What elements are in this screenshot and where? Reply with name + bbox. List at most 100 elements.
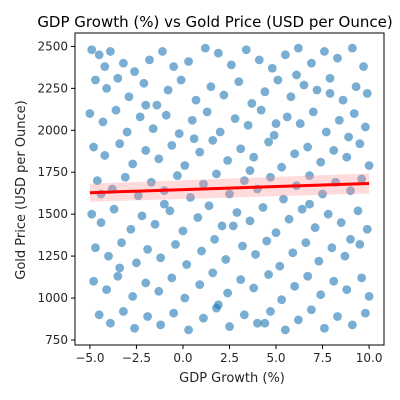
data-point xyxy=(115,263,125,273)
y-axis-label: Gold Price (USD per Ounce) xyxy=(14,100,29,280)
data-point xyxy=(213,300,223,310)
data-point xyxy=(143,312,153,321)
data-point xyxy=(329,276,339,286)
data-point xyxy=(113,73,123,83)
data-point xyxy=(312,85,322,95)
data-point xyxy=(154,154,164,164)
data-point xyxy=(355,139,365,149)
data-point xyxy=(119,307,128,316)
data-point xyxy=(105,47,115,56)
data-point xyxy=(169,308,179,318)
data-point xyxy=(208,135,218,145)
data-point xyxy=(126,224,136,234)
data-point xyxy=(91,243,100,253)
data-point xyxy=(176,75,186,85)
data-point xyxy=(210,234,220,244)
data-point xyxy=(251,250,260,259)
data-point xyxy=(262,236,272,246)
data-point xyxy=(364,161,374,170)
data-point xyxy=(333,312,342,321)
y-tick-label: 750 xyxy=(45,333,68,347)
data-point xyxy=(308,107,318,117)
data-point xyxy=(321,127,331,137)
data-point xyxy=(189,134,199,144)
data-point xyxy=(266,307,275,316)
data-point xyxy=(191,95,201,105)
data-point xyxy=(226,60,236,70)
data-point xyxy=(204,201,214,211)
data-point xyxy=(193,213,203,222)
data-point xyxy=(137,211,147,221)
data-point xyxy=(169,62,179,71)
data-point xyxy=(100,62,110,71)
data-point xyxy=(130,67,139,76)
data-point xyxy=(333,53,342,63)
data-point xyxy=(299,80,309,90)
data-point xyxy=(245,166,255,175)
data-point xyxy=(143,244,153,254)
data-point xyxy=(290,149,300,159)
data-point xyxy=(172,171,182,180)
data-point xyxy=(307,58,316,68)
x-tick-label: 0.0 xyxy=(173,351,192,365)
x-tick-label: 7.5 xyxy=(313,351,332,365)
data-point xyxy=(182,260,192,269)
data-point xyxy=(219,90,229,100)
data-point xyxy=(206,82,216,92)
data-point xyxy=(249,152,259,162)
data-point xyxy=(254,55,264,65)
data-point xyxy=(353,206,363,216)
data-point xyxy=(87,45,97,55)
data-point xyxy=(180,293,190,303)
data-point xyxy=(119,58,128,68)
data-point xyxy=(293,43,303,53)
data-point xyxy=(236,275,246,284)
data-point xyxy=(273,75,283,85)
data-point xyxy=(286,92,296,102)
data-point xyxy=(94,310,104,320)
data-point xyxy=(275,261,285,271)
data-point xyxy=(141,100,151,110)
data-point xyxy=(135,112,145,122)
data-point xyxy=(336,218,346,227)
data-point xyxy=(199,313,208,323)
data-point xyxy=(111,105,121,115)
y-tick-label: 1750 xyxy=(37,165,68,179)
data-point xyxy=(325,73,335,83)
data-point xyxy=(115,139,125,149)
data-point xyxy=(200,43,210,53)
data-point xyxy=(267,63,277,73)
data-point xyxy=(223,288,233,298)
data-point xyxy=(89,276,99,286)
data-point xyxy=(156,253,166,263)
points-layer xyxy=(85,43,374,335)
data-point xyxy=(310,223,320,232)
data-point xyxy=(334,115,344,125)
data-point xyxy=(288,248,298,258)
data-point xyxy=(221,255,231,264)
data-point xyxy=(232,208,242,217)
data-point xyxy=(180,161,190,170)
data-point xyxy=(161,110,171,120)
data-point xyxy=(195,280,205,290)
data-point xyxy=(303,271,313,281)
data-point xyxy=(359,62,368,71)
data-point xyxy=(163,85,173,95)
data-point xyxy=(195,147,205,157)
data-point xyxy=(208,268,218,278)
data-point xyxy=(320,323,329,333)
data-point xyxy=(316,157,326,167)
data-point xyxy=(148,124,158,134)
data-point xyxy=(271,228,281,238)
data-point xyxy=(215,127,225,137)
data-point xyxy=(347,320,357,330)
data-point xyxy=(305,171,314,180)
data-point xyxy=(186,192,195,202)
data-point xyxy=(150,219,160,229)
data-point xyxy=(130,323,139,333)
data-point xyxy=(156,320,166,330)
data-point xyxy=(320,47,329,56)
data-point xyxy=(362,88,372,98)
data-point xyxy=(357,174,367,184)
data-point xyxy=(199,179,208,189)
